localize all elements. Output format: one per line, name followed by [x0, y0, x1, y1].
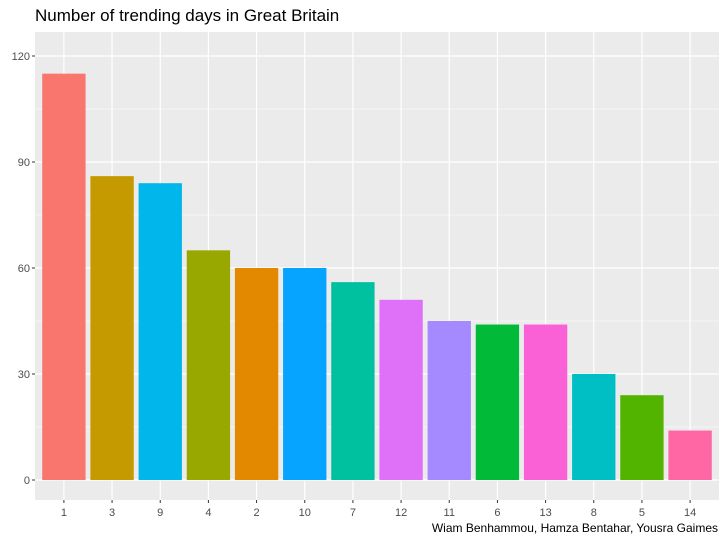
x-tick-label: 13	[539, 507, 551, 519]
bar-3	[90, 176, 134, 480]
y-tick-label: 30	[18, 369, 30, 381]
bar-9	[138, 183, 182, 480]
y-tick-label: 0	[24, 475, 30, 487]
y-axis: 0 30 60 90 120	[12, 51, 35, 487]
x-tick-label: 9	[157, 507, 163, 519]
y-tick-label: 120	[12, 51, 30, 63]
x-tick-label: 1	[61, 507, 67, 519]
bar-8	[572, 374, 616, 480]
bar-1	[42, 73, 86, 481]
y-tick-label: 90	[18, 157, 30, 169]
bar-10	[283, 268, 327, 480]
x-tick-label: 7	[350, 507, 356, 519]
bar-5	[620, 395, 664, 480]
plot-panel	[35, 32, 719, 500]
bar-13	[523, 324, 568, 480]
y-tick-label: 60	[18, 263, 30, 275]
bar-4	[186, 250, 231, 480]
chart-caption: Wiam Benhammou, Hamza Bentahar, Yousra G…	[431, 521, 718, 535]
x-tick-label: 8	[591, 507, 597, 519]
bar-14	[668, 430, 712, 480]
bar-6	[475, 324, 520, 480]
bar-2	[234, 268, 279, 480]
x-tick-label: 2	[254, 507, 260, 519]
x-tick-label: 10	[299, 507, 311, 519]
x-tick-label: 12	[395, 507, 407, 519]
x-tick-label: 6	[494, 507, 500, 519]
x-axis: 1 3 9 4 2 10 7 12 11 6 13 8 5 14	[61, 500, 696, 519]
bars	[42, 73, 712, 481]
x-tick-label: 4	[205, 507, 211, 519]
x-tick-label: 5	[639, 507, 645, 519]
bar-11	[427, 321, 471, 480]
bar-12	[379, 299, 423, 480]
chart-title: Number of trending days in Great Britain	[35, 6, 340, 25]
x-tick-label: 3	[109, 507, 115, 519]
x-tick-label: 11	[444, 507, 455, 519]
bar-7	[331, 282, 375, 480]
x-tick-label: 14	[684, 507, 696, 519]
